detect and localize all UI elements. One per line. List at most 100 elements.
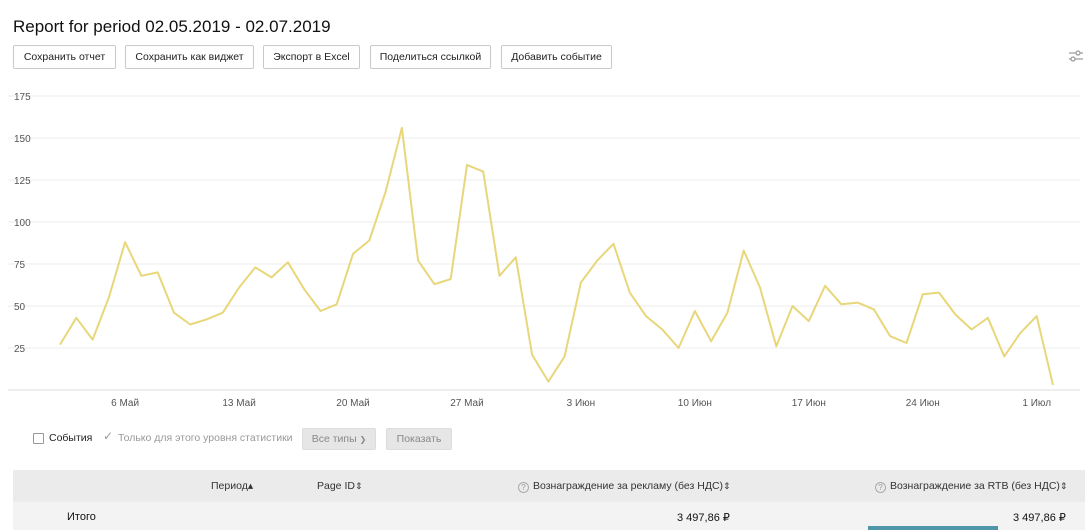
data-point[interactable] [917, 288, 929, 300]
data-point[interactable] [184, 318, 196, 330]
data-point[interactable] [656, 324, 668, 336]
data-point[interactable] [103, 292, 115, 304]
data-point[interactable] [168, 307, 180, 319]
data-point[interactable] [380, 186, 392, 198]
series-line [59, 126, 1054, 386]
data-point[interactable] [152, 266, 164, 278]
total-label: Итого [67, 511, 96, 523]
data-point[interactable] [640, 310, 652, 322]
data-point[interactable] [1014, 327, 1026, 339]
x-tick-label: 27 Май [450, 398, 484, 409]
data-point[interactable] [70, 312, 82, 324]
data-point[interactable] [526, 349, 538, 361]
x-tick-label: 1 Июл [1022, 398, 1051, 409]
sort-icon: ⇕ [1059, 481, 1068, 491]
data-point[interactable] [884, 330, 896, 342]
y-tick-label: 125 [14, 176, 31, 187]
events-checkbox[interactable] [33, 433, 44, 444]
types-select[interactable]: Все типы ❯ [302, 428, 376, 450]
data-point[interactable] [54, 339, 66, 351]
data-point[interactable] [852, 297, 864, 309]
data-point[interactable] [575, 276, 587, 288]
data-point[interactable] [673, 342, 685, 354]
data-point[interactable] [135, 270, 147, 282]
data-point[interactable] [1031, 310, 1043, 322]
data-point[interactable] [787, 300, 799, 312]
sliders-icon[interactable] [1068, 48, 1084, 64]
types-select-value: Все типы [311, 433, 357, 445]
add-event-button[interactable]: Добавить событие [501, 45, 612, 69]
data-point[interactable] [510, 251, 522, 263]
chevron-down-icon: ❯ [359, 435, 367, 444]
data-point[interactable] [201, 313, 213, 325]
check-icon[interactable]: ✓ [103, 429, 114, 443]
data-point[interactable] [477, 166, 489, 178]
column-reward-ads[interactable]: ? Вознаграждение за рекламу (без НДС)⇕ [518, 480, 731, 493]
question-icon[interactable]: ? [518, 482, 529, 493]
line-chart: 25 50 75 100 125 150 175 6 Май 13 Май 20 Май 27 М… [0, 84, 1090, 414]
data-point[interactable] [428, 278, 440, 290]
data-point[interactable] [721, 307, 733, 319]
data-point[interactable] [249, 261, 261, 273]
data-point[interactable] [87, 334, 99, 346]
column-period-label: Период [211, 480, 248, 492]
show-button[interactable]: Показать [386, 428, 452, 450]
column-reward-rtb[interactable]: ? Вознаграждение за RTB (без НДС)⇕ [875, 480, 1067, 493]
data-point[interactable] [282, 256, 294, 268]
data-point[interactable] [298, 283, 310, 295]
data-point[interactable] [900, 337, 912, 349]
export-excel-button[interactable]: Экспорт в Excel [263, 45, 360, 69]
column-page-id-label: Page ID [317, 480, 355, 492]
data-point[interactable] [396, 122, 408, 134]
data-point[interactable] [445, 273, 457, 285]
data-point[interactable] [461, 159, 473, 171]
data-point[interactable] [819, 280, 831, 292]
only-level-label: Только для этого уровня статистики [118, 432, 293, 444]
data-point[interactable] [119, 236, 131, 248]
data-point[interactable] [705, 335, 717, 347]
data-point[interactable] [835, 298, 847, 310]
page-title: Report for period 02.05.2019 - 02.07.201… [13, 17, 331, 36]
data-point[interactable] [347, 248, 359, 260]
data-point[interactable] [868, 303, 880, 315]
data-point[interactable] [233, 282, 245, 294]
y-tick-label: 150 [14, 134, 31, 145]
x-tick-label: 10 Июн [678, 398, 712, 409]
table-header: Период▴ Page ID⇕ ? Вознаграждение за рекл… [13, 470, 1085, 502]
column-page-id[interactable]: Page ID⇕ [317, 480, 363, 492]
data-point[interactable] [624, 287, 636, 299]
data-point[interactable] [1047, 379, 1059, 391]
y-tick-label: 175 [14, 92, 31, 103]
column-period[interactable]: Период▴ [211, 480, 253, 492]
save-widget-button[interactable]: Сохранить как виджет [125, 45, 254, 69]
data-point[interactable] [949, 308, 961, 320]
data-point[interactable] [217, 307, 229, 319]
data-point[interactable] [982, 312, 994, 324]
data-point[interactable] [363, 234, 375, 246]
data-point[interactable] [933, 287, 945, 299]
data-point[interactable] [754, 282, 766, 294]
x-tick-label: 24 Июн [906, 398, 940, 409]
data-point[interactable] [738, 245, 750, 257]
data-point[interactable] [314, 305, 326, 317]
data-point[interactable] [591, 255, 603, 267]
data-point[interactable] [803, 315, 815, 327]
data-point[interactable] [607, 238, 619, 250]
data-point[interactable] [689, 305, 701, 317]
y-tick-label: 100 [14, 218, 31, 229]
data-point[interactable] [542, 376, 554, 388]
data-point[interactable] [266, 271, 278, 283]
data-point[interactable] [770, 340, 782, 352]
sort-icon: ⇕ [354, 481, 363, 491]
data-point[interactable] [494, 270, 506, 282]
data-point[interactable] [559, 350, 571, 362]
data-point[interactable] [331, 298, 343, 310]
save-report-button[interactable]: Сохранить отчет [13, 45, 116, 69]
share-link-button[interactable]: Поделиться ссылкой [370, 45, 491, 69]
question-icon[interactable]: ? [875, 482, 886, 493]
data-point[interactable] [412, 255, 424, 267]
y-tick-label: 75 [14, 260, 26, 271]
data-point[interactable] [966, 324, 978, 336]
reward-progress-bar [868, 526, 998, 530]
data-point[interactable] [998, 350, 1010, 362]
